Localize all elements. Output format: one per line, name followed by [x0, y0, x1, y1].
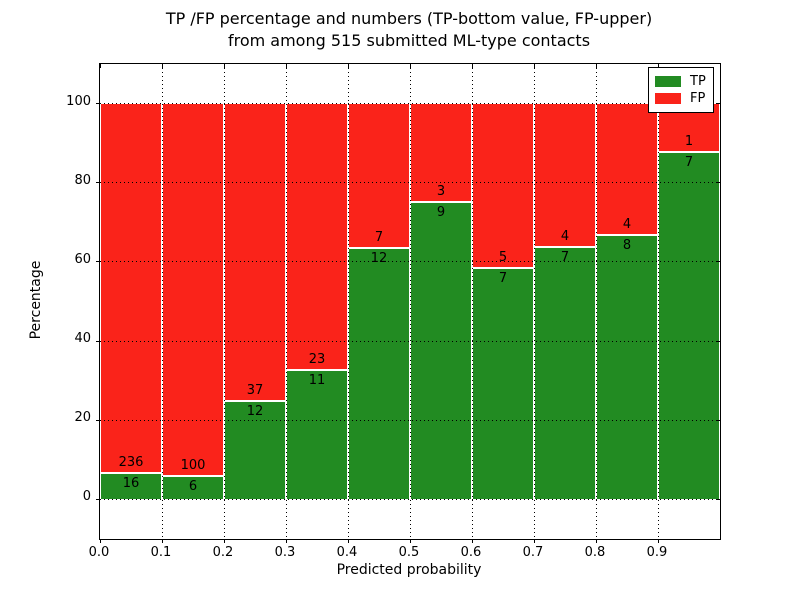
fp-count-label: 1	[684, 134, 694, 150]
bar-segment-tp	[286, 371, 348, 500]
tp-count-label: 7	[560, 249, 570, 265]
legend-entry-tp: TP	[655, 73, 707, 90]
x-tick-mark	[409, 539, 411, 543]
x-tick-mark-top	[99, 64, 101, 68]
legend-tp-label: TP	[690, 74, 706, 89]
y-tick-label: 60	[74, 251, 91, 267]
x-tick-mark	[657, 539, 659, 543]
fp-count-label: 5	[498, 249, 508, 265]
fp-count-label: 100	[180, 458, 206, 473]
x-tick-mark	[595, 539, 597, 543]
gridline-vertical	[657, 64, 659, 539]
bar-segment-tp	[410, 202, 472, 500]
x-tick-mark	[99, 539, 101, 543]
legend-fp-swatch-icon	[655, 93, 681, 104]
gridline-vertical	[223, 64, 225, 539]
tp-count-label: 16	[122, 476, 140, 492]
bar-segment-fp	[162, 103, 224, 477]
tp-count-label: 8	[622, 237, 632, 253]
fp-count-label: 4	[622, 216, 632, 232]
x-tick-mark	[161, 539, 163, 543]
tp-count-label: 6	[188, 479, 198, 494]
x-tick-label: 0.5	[398, 545, 420, 560]
tp-count-label: 7	[684, 155, 694, 171]
y-tick-label: 40	[74, 331, 91, 347]
legend-fp-label: FP	[690, 91, 706, 106]
y-tick-mark	[96, 103, 100, 105]
x-tick-label: 0.7	[522, 545, 544, 560]
x-tick-label: 0.4	[336, 545, 358, 560]
gridline-vertical	[533, 64, 535, 539]
y-tick-label: 80	[74, 172, 91, 188]
bar-segment-tp	[658, 153, 720, 500]
x-tick-label: 0.2	[212, 545, 234, 560]
bar-segment-tp	[534, 247, 596, 500]
tp-count-label: 12	[370, 251, 388, 267]
x-tick-label: 0.6	[460, 545, 482, 560]
y-tick-mark	[96, 261, 100, 263]
fp-count-label: 236	[118, 455, 144, 471]
gridline-vertical	[285, 64, 287, 539]
gridline-vertical	[595, 64, 597, 539]
x-tick-label: 0.1	[150, 545, 172, 560]
y-tick-label: 0	[82, 489, 91, 505]
y-axis-label: Percentage	[28, 260, 44, 340]
y-tick-mark	[96, 182, 100, 184]
legend: TP FP	[648, 67, 714, 113]
fp-count-label: 3	[436, 183, 446, 199]
y-tick-mark	[96, 419, 100, 421]
gridline-vertical	[471, 64, 473, 539]
bar-segment-fp	[224, 103, 286, 403]
bar-segment-fp	[100, 103, 162, 475]
x-tick-mark	[285, 539, 287, 543]
bar-segment-fp	[472, 103, 534, 269]
legend-entry-fp: FP	[655, 90, 707, 107]
x-axis-label: Predicted probability	[336, 562, 482, 578]
tp-count-label: 7	[498, 270, 508, 286]
x-tick-mark	[223, 539, 225, 543]
gridline-vertical	[347, 64, 349, 539]
y-tick-label: 100	[66, 93, 91, 109]
bar-segment-fp	[348, 103, 410, 250]
bar-segment-tp	[224, 402, 286, 500]
gridline-vertical	[161, 64, 163, 539]
gridline-vertical	[409, 64, 411, 539]
legend-tp-swatch-icon	[655, 76, 681, 87]
fp-count-label: 4	[560, 228, 570, 244]
chart-title-line1: TP /FP percentage and numbers (TP-bottom…	[165, 9, 653, 28]
x-tick-mark	[533, 539, 535, 543]
bar-segment-fp	[596, 103, 658, 236]
bar-segment-fp	[534, 103, 596, 248]
bar-segment-tp	[596, 235, 658, 500]
y-tick-mark	[96, 340, 100, 342]
x-tick-label: 0.0	[88, 545, 110, 560]
tp-count-label: 11	[308, 373, 326, 389]
x-tick-mark	[347, 539, 349, 543]
y-tick-mark	[96, 498, 100, 500]
fp-count-label: 23	[308, 352, 326, 368]
fp-count-label: 7	[374, 230, 384, 246]
plot-area: 236 16 100 6 37 12 23 11 7 12 3 9 5 7 4 7 4 8 1 7	[96, 63, 721, 543]
x-tick-label: 0.8	[584, 545, 606, 560]
chart-title: TP /FP percentage and numbers (TP-bottom…	[99, 8, 719, 52]
y-tick-label: 20	[74, 410, 91, 426]
tp-count-label: 9	[436, 204, 446, 220]
x-tick-label: 0.3	[274, 545, 296, 560]
x-tick-label: 0.9	[646, 545, 668, 560]
x-tick-mark	[471, 539, 473, 543]
bar-segment-tp	[348, 249, 410, 500]
bar-segment-fp	[286, 103, 348, 372]
tp-count-label: 12	[246, 404, 264, 420]
fp-count-label: 37	[246, 383, 264, 399]
bar-segment-tp	[472, 268, 534, 500]
chart-title-line2: from among 515 submitted ML-type contact…	[227, 31, 591, 50]
